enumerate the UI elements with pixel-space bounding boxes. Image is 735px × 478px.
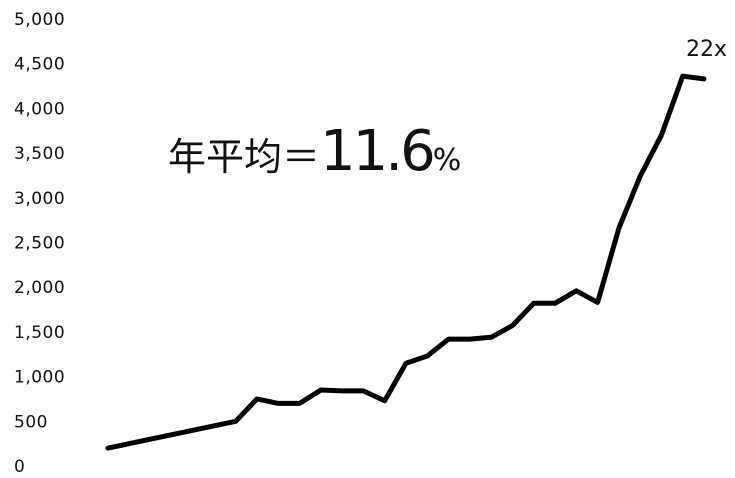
y-tick-label: 3,000 (14, 189, 65, 209)
y-tick-label: 4,500 (14, 55, 65, 75)
cagr-prefix: 年平均＝ (168, 135, 320, 179)
y-tick-label: 500 (14, 412, 48, 432)
y-tick-label: 1,500 (14, 323, 65, 343)
series-line (105, 73, 707, 451)
y-tick-label: 1,000 (14, 368, 65, 388)
y-tick-label: 3,500 (14, 144, 65, 164)
cagr-annotation: 年平均＝11.6% (168, 119, 461, 184)
y-axis: 0 500 1,000 1,500 2,000 2,500 3,000 3,500 4,000 4… (14, 10, 65, 477)
cagr-value: 11.6 (320, 119, 433, 184)
y-tick-label: 4,000 (14, 99, 65, 119)
cagr-suffix: % (433, 143, 462, 178)
y-tick-label: 0 (14, 457, 25, 477)
y-tick-label: 2,000 (14, 278, 65, 298)
series-layer (105, 73, 707, 451)
y-tick-label: 2,500 (14, 234, 65, 254)
y-tick-label: 5,000 (14, 10, 65, 30)
series-end-label: 22x (686, 37, 727, 62)
